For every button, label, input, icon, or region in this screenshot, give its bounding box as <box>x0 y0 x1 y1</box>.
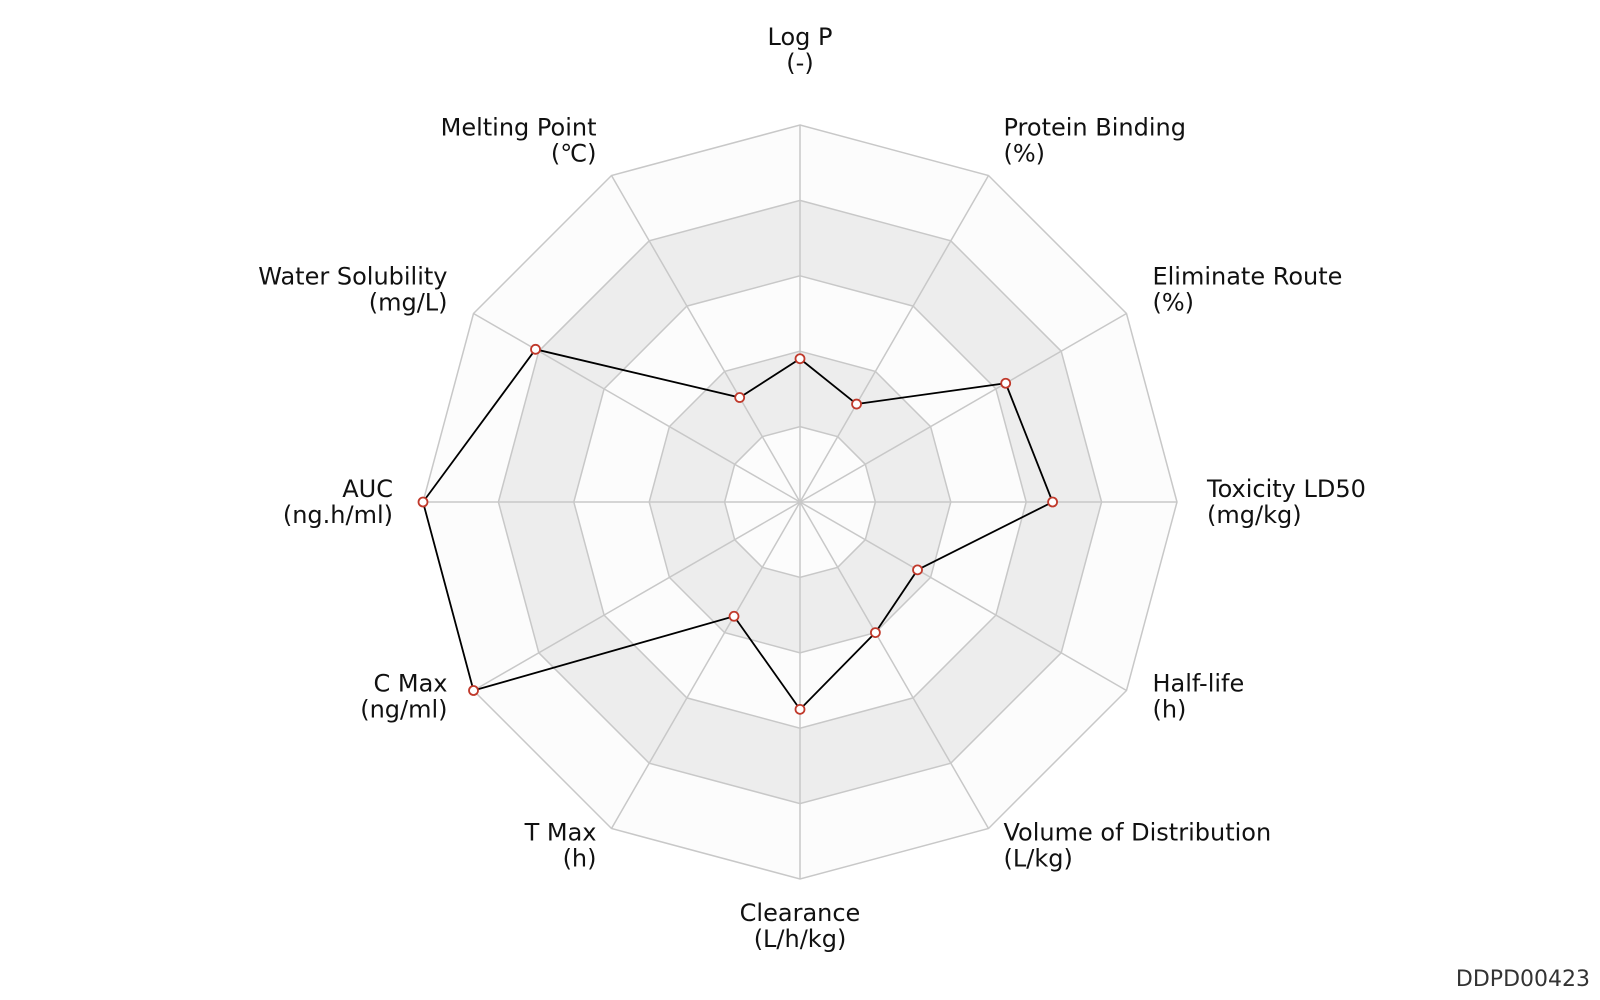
data-point-1 <box>851 398 862 410</box>
axis-name-11: Melting Point <box>441 114 597 142</box>
spoke-11 <box>610 175 801 503</box>
axis-unit-11: (℃) <box>551 140 597 168</box>
axis-unit-0: (-) <box>786 49 813 77</box>
data-point-7 <box>728 610 740 622</box>
axis-label-8: C Max (ng/ml) <box>360 670 447 724</box>
axis-name-7: T Max <box>524 818 597 846</box>
axis-label-4: Half-life (h) <box>1152 670 1244 724</box>
axis-unit-9: (ng.h/ml) <box>283 501 393 529</box>
spoke-5 <box>799 501 990 829</box>
axis-unit-2: (%) <box>1152 289 1194 317</box>
data-point-9 <box>417 496 429 508</box>
watermark-id: DDPD00423 <box>1455 967 1590 992</box>
axis-name-8: C Max <box>374 670 448 698</box>
axis-name-4: Half-life <box>1152 670 1244 698</box>
spoke-10 <box>473 312 801 503</box>
axis-name-6: Clearance <box>740 899 861 927</box>
axis-name-3: Toxicity LD50 <box>1206 475 1366 503</box>
axis-label-3: Toxicity LD50 (mg/kg) <box>1206 475 1366 529</box>
spoke-7 <box>610 501 801 829</box>
axis-label-0: Log P (-) <box>768 23 833 77</box>
axis-label-6: Clearance (L/h/kg) <box>740 899 861 953</box>
axis-label-1: Protein Binding (%) <box>1004 114 1186 168</box>
axis-unit-4: (h) <box>1152 696 1186 724</box>
data-point-0 <box>794 353 806 365</box>
axis-label-5: Volume of Distribution (L/kg) <box>1004 818 1272 872</box>
axis-unit-1: (%) <box>1004 140 1046 168</box>
data-point-4 <box>912 564 923 576</box>
axis-unit-7: (h) <box>563 844 597 872</box>
data-point-10 <box>530 343 541 355</box>
axis-unit-5: (L/kg) <box>1004 844 1073 872</box>
data-point-5 <box>870 627 881 638</box>
axis-name-5: Volume of Distribution <box>1004 818 1272 846</box>
axis-name-2: Eliminate Route <box>1152 263 1342 291</box>
axis-unit-6: (L/h/kg) <box>754 925 847 953</box>
axis-unit-3: (mg/kg) <box>1207 501 1302 529</box>
axis-label-11: Melting Point (℃) <box>441 114 597 168</box>
spoke-8 <box>473 501 801 692</box>
axis-label-7: T Max (h) <box>524 818 597 872</box>
data-point-6 <box>794 703 806 715</box>
spoke-1 <box>799 175 990 503</box>
axis-labels: Log P (-)Protein Binding (%)Eliminate Rout… <box>258 23 1366 953</box>
data-point-11 <box>734 392 746 403</box>
axis-unit-8: (ng/ml) <box>360 696 447 724</box>
axis-name-1: Protein Binding <box>1004 114 1186 142</box>
axis-label-10: Water Solubility (mg/L) <box>258 263 447 317</box>
data-point-2 <box>1000 377 1012 389</box>
spoke-4 <box>799 501 1127 692</box>
axis-label-2: Eliminate Route (%) <box>1152 263 1342 317</box>
data-point-3 <box>1047 496 1058 508</box>
spoke-2 <box>799 312 1127 503</box>
axis-label-9: AUC (ng.h/ml) <box>283 475 393 529</box>
axis-name-9: AUC <box>342 475 393 503</box>
axis-name-0: Log P <box>768 23 833 51</box>
radar-spokes <box>423 125 1177 879</box>
data-point-8 <box>468 685 479 696</box>
axis-name-10: Water Solubility <box>258 263 447 291</box>
axis-unit-10: (mg/L) <box>369 289 448 317</box>
radar-series <box>417 343 1058 715</box>
